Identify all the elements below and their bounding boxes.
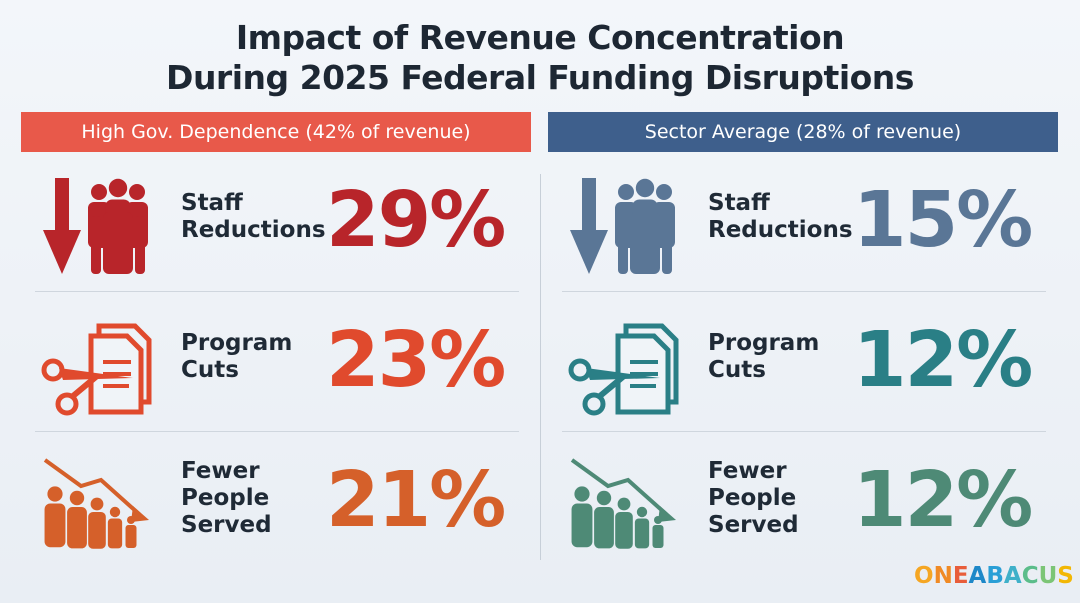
declining-people-icon xyxy=(41,458,161,558)
metric-label: Fewer People Served xyxy=(181,458,272,539)
metric-value: 23% xyxy=(326,316,506,405)
metric-value: 12% xyxy=(853,316,1033,405)
row-divider xyxy=(35,291,519,292)
logo-letter: C xyxy=(1021,563,1039,589)
scissors-document-icon xyxy=(41,318,161,418)
declining-people-icon xyxy=(568,458,688,558)
chart-title: Impact of Revenue Concentration During 2… xyxy=(0,18,1080,98)
metric-row: Staff Reductions 15% xyxy=(548,152,1058,292)
logo-letter: B xyxy=(986,563,1004,589)
metric-label-line: Program xyxy=(708,330,820,356)
logo-letter: A xyxy=(968,563,987,589)
sector-average-column: Sector Average (28% of revenue) Staff Red… xyxy=(548,112,1058,572)
row-divider xyxy=(35,431,519,432)
oneabacus-logo: ONEABACUS xyxy=(914,563,1074,589)
row-divider xyxy=(562,291,1046,292)
scissors-document-icon xyxy=(568,318,688,418)
logo-letter: E xyxy=(952,563,969,589)
metric-label: Program Cuts xyxy=(708,330,819,384)
metric-label: Program Cuts xyxy=(181,330,292,384)
column-divider xyxy=(540,174,541,560)
down-arrow-people-icon xyxy=(41,178,161,278)
metric-label-line: Staff xyxy=(708,190,770,216)
metric-label: Staff Reductions xyxy=(708,190,853,244)
logo-letter: N xyxy=(933,563,953,589)
logo-letter: U xyxy=(1038,563,1058,589)
sector-average-header: Sector Average (28% of revenue) xyxy=(548,112,1058,152)
sector-average-rows: Staff Reductions 15% Program Cuts 12% Fewer P… xyxy=(548,152,1058,572)
logo-letter: O xyxy=(914,563,934,589)
metric-row: Program Cuts 23% xyxy=(21,292,531,432)
metric-label-line: Reductions xyxy=(181,217,326,243)
metric-label-line: Reductions xyxy=(708,217,853,243)
row-divider xyxy=(562,431,1046,432)
metric-label-line: Fewer xyxy=(181,458,260,484)
metric-label: Fewer People Served xyxy=(708,458,799,539)
metric-value: 12% xyxy=(853,456,1033,545)
high-dependence-column: High Gov. Dependence (42% of revenue) St… xyxy=(21,112,531,572)
metric-label-line: Cuts xyxy=(181,357,239,383)
down-arrow-people-icon xyxy=(568,178,688,278)
metric-row: Program Cuts 12% xyxy=(548,292,1058,432)
title-line-1: Impact of Revenue Concentration xyxy=(235,18,845,57)
metric-label-line: People xyxy=(708,485,797,511)
metric-row: Fewer People Served 21% xyxy=(21,432,531,572)
metric-label-line: Cuts xyxy=(708,357,766,383)
high-dependence-rows: Staff Reductions 29% Program Cuts 23% Fewer P… xyxy=(21,152,531,572)
metric-label-line: People xyxy=(181,485,270,511)
metric-label-line: Served xyxy=(181,512,272,538)
metric-row: Staff Reductions 29% xyxy=(21,152,531,292)
metric-value: 15% xyxy=(853,176,1033,265)
metric-value: 21% xyxy=(326,456,506,545)
metric-row: Fewer People Served 12% xyxy=(548,432,1058,572)
metric-label: Staff Reductions xyxy=(181,190,326,244)
logo-letter: S xyxy=(1057,563,1074,589)
logo-letter: A xyxy=(1003,563,1022,589)
metric-label-line: Program xyxy=(181,330,293,356)
metric-value: 29% xyxy=(326,176,506,265)
metric-label-line: Fewer xyxy=(708,458,787,484)
title-line-2: During 2025 Federal Funding Disruptions xyxy=(166,58,914,97)
metric-label-line: Served xyxy=(708,512,799,538)
metric-label-line: Staff xyxy=(181,190,243,216)
high-dependence-header: High Gov. Dependence (42% of revenue) xyxy=(21,112,531,152)
